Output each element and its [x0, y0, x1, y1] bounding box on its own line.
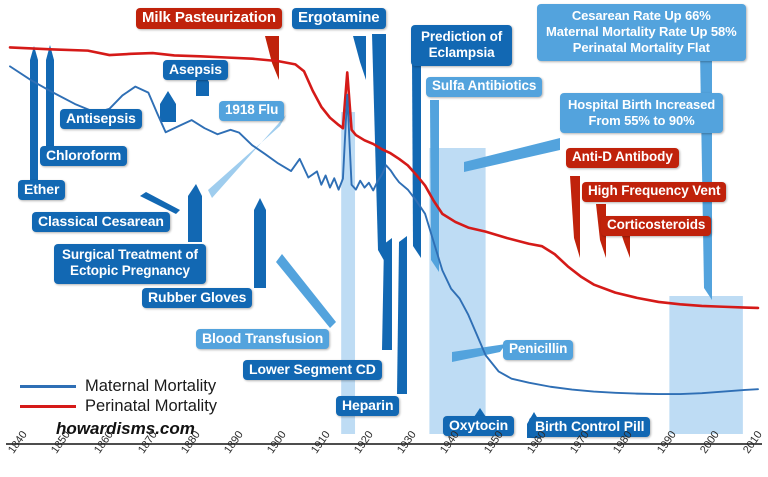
- perinatal-mortality-line: [8, 46, 760, 310]
- label-prediction-of-eclampsia[interactable]: Prediction of Eclampsia: [411, 25, 513, 67]
- label-text: Ether: [24, 181, 60, 197]
- label-cesarean-summary[interactable]: light-blue Cesarean Rate Up 66% Maternal…: [537, 4, 746, 61]
- label-birth-control-pill[interactable]: Birth Control Pill: [529, 417, 651, 438]
- label-anti-d-antibody[interactable]: Anti-D Antibody: [566, 148, 679, 168]
- brand-watermark: howardisms.com: [56, 419, 195, 438]
- label-text: Oxytocin: [449, 417, 509, 433]
- label-oxytocin[interactable]: Oxytocin: [443, 416, 515, 437]
- label-ether[interactable]: Ether: [18, 180, 66, 201]
- label-text: Birth Control Pill: [535, 418, 645, 434]
- label-text: Anti-D Antibody: [572, 149, 673, 164]
- legend-item-perinatal: Perinatal Mortality: [20, 396, 217, 416]
- label-text: Blood Transfusion: [202, 330, 324, 346]
- label-chloroform[interactable]: Chloroform: [40, 146, 128, 167]
- label-ectopic-pregnancy[interactable]: Surgical Treatment of Ectopic Pregnancy: [54, 244, 206, 284]
- label-asepsis[interactable]: Asepsis: [163, 60, 228, 81]
- label-blood-transfusion[interactable]: Blood Transfusion: [196, 329, 330, 350]
- legend-swatch-maternal: [20, 384, 76, 388]
- legend-label-perinatal: Perinatal Mortality: [85, 396, 218, 415]
- label-text-line1: Prediction of: [421, 29, 503, 44]
- label-text: Rubber Gloves: [148, 289, 247, 305]
- callout-leader-lines: [30, 34, 712, 438]
- label-text: 1918 Flu: [225, 102, 279, 117]
- label-sulfa-antibiotics[interactable]: Sulfa Antibiotics: [426, 77, 543, 97]
- highlight-band: [341, 112, 356, 434]
- label-text: Asepsis: [169, 61, 222, 77]
- label-text-line1: Hospital Birth Increased: [568, 97, 716, 112]
- label-high-frequency-vent[interactable]: High Frequency Vent: [582, 182, 727, 202]
- label-ergotamine[interactable]: Ergotamine: [292, 8, 386, 30]
- highlight-bands: [341, 112, 743, 434]
- label-text: Heparin: [342, 397, 394, 413]
- label-1918-flu[interactable]: 1918 Flu: [219, 101, 285, 121]
- label-text: Milk Pasteurization: [142, 9, 276, 26]
- label-text: Lower Segment CD: [249, 361, 376, 377]
- maternal-mortality-line: [9, 65, 759, 395]
- label-hospital-birth[interactable]: Hospital Birth Increased From 55% to 90%: [560, 93, 724, 134]
- label-antisepsis[interactable]: Antisepsis: [60, 109, 142, 130]
- label-text-line1: Cesarean Rate Up 66%: [571, 8, 711, 23]
- label-lower-segment-cd[interactable]: Lower Segment CD: [243, 360, 382, 381]
- legend-label-maternal: Maternal Mortality: [85, 376, 217, 395]
- legend-swatch-perinatal: [20, 404, 76, 408]
- label-text: Penicillin: [509, 341, 568, 356]
- label-text: Chloroform: [46, 147, 122, 163]
- label-heparin[interactable]: Heparin: [336, 396, 400, 417]
- label-text: Classical Cesarean: [38, 213, 164, 229]
- label-text-line2: Maternal Mortality Rate Up 58%: [546, 23, 737, 39]
- label-text: Ergotamine: [298, 9, 380, 26]
- label-rubber-gloves[interactable]: Rubber Gloves: [142, 288, 253, 309]
- label-text-line3: Perinatal Mortality Flat: [572, 39, 710, 55]
- x-axis-line: [6, 443, 762, 445]
- label-text: Sulfa Antibiotics: [432, 78, 537, 93]
- legend-item-maternal: Maternal Mortality: [20, 376, 217, 396]
- label-classical-cesarean[interactable]: Classical Cesarean: [32, 212, 170, 233]
- label-text: Antisepsis: [66, 110, 136, 126]
- label-corticosteroids[interactable]: Corticosteroids: [601, 216, 712, 236]
- label-text: Corticosteroids: [607, 217, 706, 232]
- label-text-line2: Ectopic Pregnancy: [70, 263, 190, 279]
- label-text-line1: Surgical Treatment of: [62, 247, 198, 262]
- label-text-line2: Eclampsia: [428, 45, 495, 61]
- label-milk-pasteurization[interactable]: Milk Pasteurization: [136, 8, 282, 30]
- label-penicillin[interactable]: Penicillin: [503, 340, 574, 360]
- label-text-line2: From 55% to 90%: [588, 112, 695, 128]
- chart-legend: Maternal Mortality Perinatal Mortality h…: [20, 376, 217, 439]
- highlight-band: [669, 296, 743, 434]
- label-text: High Frequency Vent: [588, 183, 721, 198]
